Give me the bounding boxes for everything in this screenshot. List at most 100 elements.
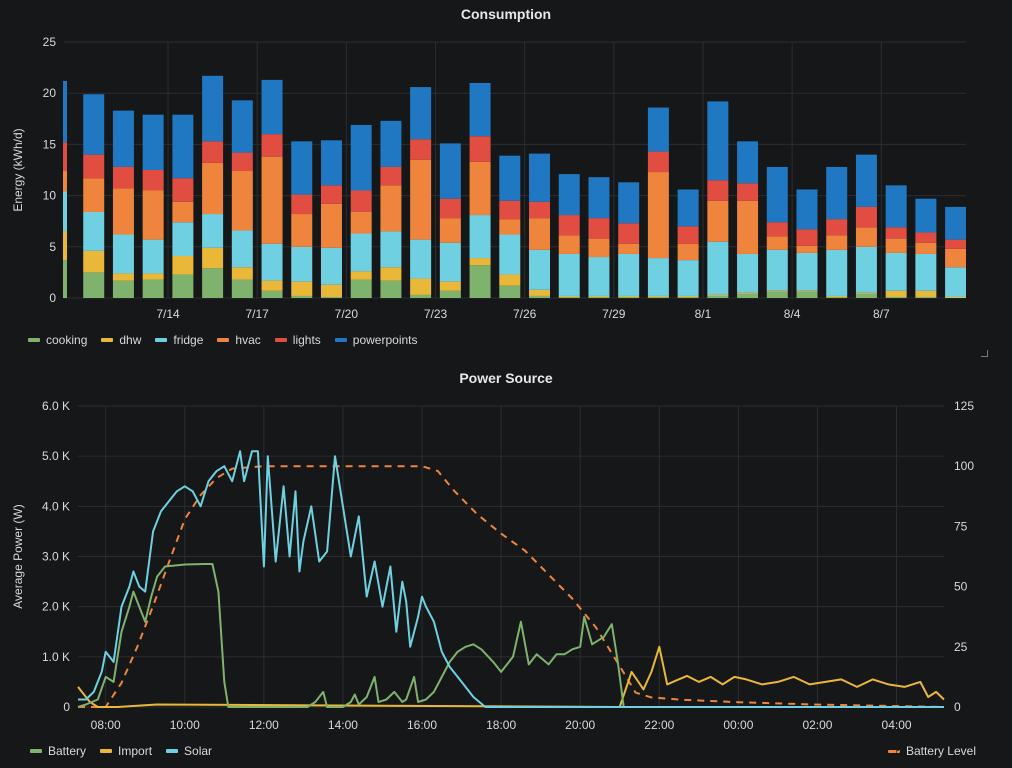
bar-cooking [737,293,759,298]
bar-lights [439,198,461,219]
bar-fridge [63,191,67,232]
power-source-chart[interactable]: 0 1.0 K 2.0 K 3.0 K 4.0 K 5.0 K 6.0 K 0 25 50 75 10… [0,364,1012,734]
battery-swatch [30,749,42,753]
bar-dhw [320,284,342,297]
bar-hvac [202,162,224,215]
bar-cooking [558,296,580,298]
bar-powerpoints [529,153,551,202]
bar-powerpoints [439,143,461,199]
bar-hvac [737,200,759,254]
consumption-legend: cooking dhw fridge hvac lights powerpoin… [28,333,418,347]
bar-dhw [380,267,402,281]
bar-lights [677,226,699,244]
bar-hvac [231,171,253,231]
bar-fridge [172,222,194,257]
bar-dhw [647,295,669,297]
power-source-panel: Power Source 0 1.0 K 2.0 K 3.0 K 4.0 K 5.0 K 6… [0,364,1012,768]
x-tick-label: 22:00 [644,718,674,732]
bar-lights [618,223,640,244]
y-tick-label: 5 [49,240,56,254]
bar-dhw [737,292,759,294]
legend-item-fridge[interactable]: fridge [155,333,203,347]
legend-item-powerpoints[interactable]: powerpoints [334,333,418,347]
y-tick-label: 6.0 K [42,399,70,413]
bar-dhw [83,250,105,273]
bar-hvac [469,161,491,216]
bar-cooking [588,296,610,298]
series-line-battery [77,563,944,708]
legend-item-battery[interactable]: Battery [30,744,86,758]
bar-cooking [796,291,818,298]
bar-hvac [855,227,877,247]
bar-fridge [291,246,313,282]
bar-powerpoints [231,100,253,153]
bar-hvac [439,218,461,243]
legend-item-battery-level[interactable]: Battery Level [887,744,976,758]
bar-cooking [63,260,67,298]
bar-lights [380,166,402,186]
bar-lights [945,239,966,249]
legend-item-import[interactable]: Import [100,744,152,758]
y-tick-label: 25 [43,35,57,49]
bar-fridge [202,214,224,248]
legend-label-hvac: hvac [235,333,261,347]
bar-cooking [439,290,461,298]
y2-tick-label: 100 [954,459,974,473]
bar-powerpoints [499,155,521,201]
bar-fridge [320,247,342,285]
bar-powerpoints [826,166,848,220]
bar-cooking [410,294,432,298]
legend-item-lights[interactable]: lights [274,333,321,347]
legend-label-battery-level: Battery Level [905,744,976,758]
x-tick-label: 12:00 [249,718,279,732]
bar-powerpoints [142,114,164,170]
bar-fridge [558,253,580,296]
bar-powerpoints [380,120,402,167]
series-line-battery-level [78,465,945,708]
resize-handle[interactable] [981,350,988,357]
bar-lights [142,170,164,191]
cooking-swatch [28,338,40,342]
bar-powerpoints [291,141,313,195]
legend-label-battery: Battery [48,744,87,758]
y-tick-label: 4.0 K [42,499,70,513]
bar-fridge [737,253,759,293]
x-tick-label: 02:00 [802,718,832,732]
bar-powerpoints [766,166,788,223]
fridge-swatch [155,338,168,342]
x-tick-label: 18:00 [486,718,516,732]
bar-cooking [172,274,194,298]
consumption-title: Consumption [460,6,552,22]
bar-cooking [707,295,729,298]
x-tick-label: 08:00 [91,718,121,732]
legend-label-solar: Solar [184,744,213,758]
bar-hvac [677,243,699,261]
bar-lights [707,180,729,201]
consumption-chart[interactable]: 0 5 10 15 20 25 7/14 7/17 7/20 7/23 7/26 7/29 8/1 8/4… [0,0,1012,340]
x-tick-label: 8/1 [695,307,712,321]
y2-tick-label: 125 [954,399,974,413]
bar-hvac [618,243,640,254]
x-tick-label: 8/4 [784,307,801,321]
legend-item-cooking[interactable]: cooking [28,333,87,347]
bar-dhw [707,294,729,296]
bar-fridge [499,234,521,275]
x-tick-label: 7/20 [335,307,359,321]
bar-cooking [618,296,640,298]
bar-hvac [915,242,937,254]
y-tick-label: 0 [49,291,56,305]
bar-powerpoints [112,110,134,167]
bar-dhw [915,290,937,297]
bar-hvac [320,203,342,248]
bar-cooking [112,280,134,298]
bar-cooking [142,279,164,298]
bar-hvac [410,159,432,240]
bar-dhw [945,296,966,298]
bar-fridge [142,239,164,274]
bar-dhw [231,267,253,280]
legend-item-dhw[interactable]: dhw [101,333,141,347]
legend-item-solar[interactable]: Solar [166,744,212,758]
bar-dhw [439,281,461,291]
bar-powerpoints [677,189,699,227]
legend-item-hvac[interactable]: hvac [217,333,261,347]
